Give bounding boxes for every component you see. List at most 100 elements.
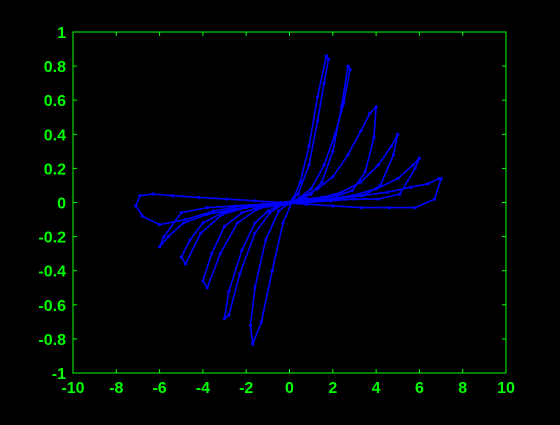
x-tick-label: -8	[109, 380, 123, 397]
data-point	[322, 81, 326, 85]
plot-area	[134, 54, 443, 346]
data-point	[437, 177, 441, 181]
data-point	[320, 180, 324, 184]
data-point	[199, 231, 203, 235]
x-tick-label: -6	[152, 380, 166, 397]
data-point	[253, 221, 257, 225]
data-point	[266, 202, 270, 206]
data-point	[225, 197, 229, 201]
data-point	[331, 204, 335, 208]
data-point	[389, 144, 393, 148]
data-point	[292, 195, 296, 199]
data-point	[184, 262, 188, 266]
data-point	[372, 136, 376, 140]
data-point	[324, 54, 328, 58]
y-tick-label: -0.4	[38, 264, 66, 281]
data-point	[350, 189, 354, 193]
data-point	[253, 286, 257, 290]
data-point	[342, 102, 346, 106]
data-point	[210, 252, 214, 256]
data-point	[290, 200, 294, 205]
data-point	[240, 204, 244, 208]
x-tick-label: 8	[458, 380, 467, 397]
data-point	[316, 119, 320, 123]
data-point	[417, 156, 421, 160]
data-point	[376, 163, 380, 167]
data-point	[201, 221, 205, 225]
data-point	[264, 204, 268, 208]
data-point	[277, 209, 281, 213]
data-point	[413, 206, 417, 210]
data-point	[171, 194, 175, 198]
data-point	[426, 182, 430, 186]
data-point	[227, 313, 231, 317]
data-point	[205, 206, 209, 210]
data-point	[309, 199, 313, 203]
data-point	[268, 211, 272, 215]
data-point	[257, 204, 261, 208]
data-point	[261, 202, 266, 206]
x-tick-label: -10	[61, 380, 84, 397]
data-point	[281, 221, 285, 225]
data-point	[255, 207, 259, 211]
y-tick-label: 0.4	[44, 127, 66, 144]
data-point	[376, 197, 380, 201]
data-point	[411, 163, 415, 167]
data-point	[238, 272, 242, 276]
data-point	[179, 211, 183, 215]
data-point	[264, 238, 268, 242]
data-point	[339, 105, 344, 109]
data-point	[359, 206, 363, 210]
x-tick-label: 10	[497, 380, 515, 397]
data-point	[298, 197, 302, 201]
data-point	[197, 195, 201, 199]
data-point	[279, 200, 283, 205]
data-point	[363, 170, 367, 174]
data-point	[352, 197, 356, 201]
data-point	[350, 194, 354, 198]
data-point	[274, 204, 279, 208]
data-point	[179, 255, 183, 259]
data-point	[205, 212, 209, 216]
x-tick-label: 2	[328, 380, 337, 397]
data-point	[378, 183, 382, 187]
data-point	[248, 323, 253, 327]
data-point	[222, 224, 227, 228]
data-point	[331, 175, 335, 179]
data-point	[253, 231, 257, 235]
data-point	[359, 129, 363, 133]
data-point	[272, 202, 276, 206]
x-tick-label: -4	[196, 380, 210, 397]
data-point	[166, 235, 170, 239]
y-tick-label: 0.8	[44, 59, 66, 76]
data-point	[201, 279, 205, 283]
data-point	[368, 112, 372, 116]
data-point	[348, 67, 352, 72]
data-point	[439, 177, 443, 181]
y-tick-label: -0.6	[38, 298, 66, 315]
y-tick-label: 0	[57, 196, 66, 213]
data-point	[413, 166, 417, 170]
data-point	[158, 245, 162, 249]
data-point	[374, 105, 378, 109]
data-point	[322, 197, 326, 201]
axes: -10 -8 -6 -4 -2 0 2 4 6 8 10 -1 -0.8 -0.6 -0.4 -0.2 0 0.2…	[38, 25, 515, 397]
x-tick-label: 0	[285, 380, 294, 397]
data-point	[391, 153, 395, 157]
data-point	[285, 200, 289, 205]
x-tick-label: 4	[372, 380, 381, 397]
data-point	[218, 252, 222, 256]
data-point	[322, 163, 326, 167]
y-tick-label: -0.8	[38, 332, 66, 349]
data-point	[316, 187, 320, 191]
y-tick-label: 0.6	[44, 93, 66, 110]
data-point	[329, 199, 333, 203]
data-point	[339, 190, 344, 194]
data-point	[259, 320, 263, 324]
series-0	[134, 54, 443, 346]
data-point	[305, 202, 309, 206]
data-point	[309, 187, 313, 191]
data-point	[359, 180, 363, 184]
data-point	[240, 248, 244, 252]
